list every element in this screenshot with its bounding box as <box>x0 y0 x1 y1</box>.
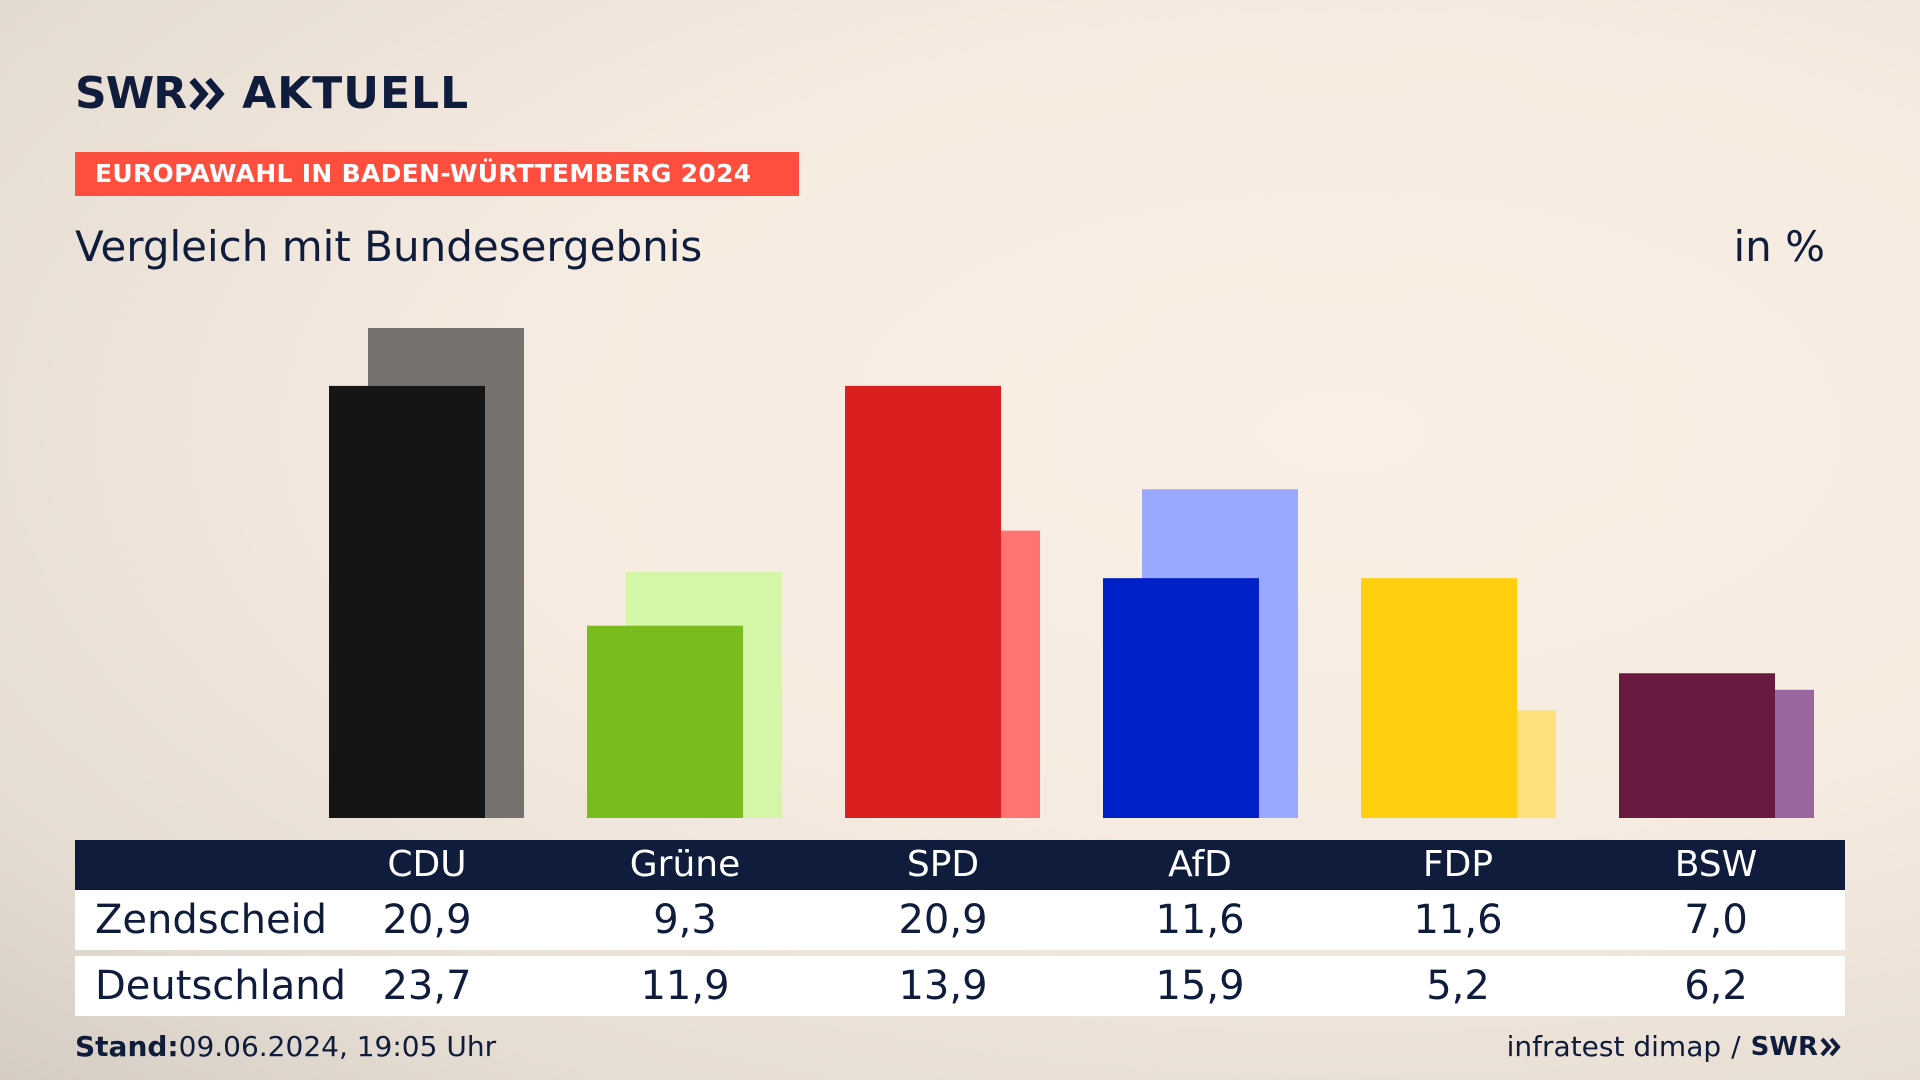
chart-subtitle: Vergleich mit Bundesergebnis <box>75 222 703 271</box>
logo-swr-text: SWR <box>75 68 187 119</box>
bar-zendscheid-cdu <box>329 385 485 818</box>
column-header: CDU <box>387 844 467 885</box>
table-cell: 9,3 <box>653 897 717 943</box>
election-tag: EUROPAWAHL IN BADEN-WÜRTTEMBERG 2024 <box>75 152 799 196</box>
bar-zendscheid-bsw <box>1619 673 1775 818</box>
table-cell: 15,9 <box>1155 963 1245 1009</box>
column-header: Grüne <box>629 844 741 885</box>
row-label-deutschland: Deutschland <box>95 963 346 1009</box>
table-cell: 7,0 <box>1684 897 1748 943</box>
results-table: CDU Grüne SPD AfD FDP BSW Zendscheid 20,9 9,3 2… <box>75 840 1845 1016</box>
footer-swr-logo: SWR <box>1750 1031 1818 1062</box>
double-chevron-icon <box>1820 1037 1841 1056</box>
table-row: Deutschland 23,7 11,9 13,9 15,9 5,2 6,2 <box>75 956 1845 1016</box>
bar-zendscheid-spd <box>845 385 1001 818</box>
column-header: SPD <box>906 844 980 885</box>
bar-zendscheid-grüne <box>587 625 743 818</box>
table-cell: 20,9 <box>898 897 988 943</box>
logo-aktuell-text: AKTUELL <box>242 68 470 119</box>
source-separator: / <box>1731 1030 1741 1063</box>
table-header: CDU Grüne SPD AfD FDP BSW <box>75 840 1845 890</box>
stand-value: 09.06.2024, 19:05 Uhr <box>178 1030 497 1063</box>
bar-zendscheid-fdp <box>1361 578 1517 818</box>
column-header: FDP <box>1422 844 1494 885</box>
table-cell: 20,9 <box>382 897 472 943</box>
table-row: Zendscheid 20,9 9,3 20,9 11,6 11,6 7,0 <box>75 890 1845 950</box>
table-cell: 11,6 <box>1155 897 1245 943</box>
column-header: AfD <box>1168 844 1232 885</box>
table-cell: 5,2 <box>1426 963 1490 1009</box>
unit-label: in % <box>1733 222 1825 271</box>
column-header: BSW <box>1674 844 1758 885</box>
source-credit: infratest dimap / SWR <box>1507 1030 1842 1063</box>
swr-aktuell-logo: SWR AKTUELL <box>75 68 469 119</box>
table-cell: 11,6 <box>1413 897 1503 943</box>
table-cell: 6,2 <box>1684 963 1748 1009</box>
row-label-zendscheid: Zendscheid <box>95 897 328 943</box>
table-cell: 11,9 <box>640 963 730 1009</box>
timestamp: Stand:09.06.2024, 19:05 Uhr <box>75 1030 496 1063</box>
stand-label: Stand: <box>75 1030 179 1063</box>
double-chevron-icon <box>189 77 225 110</box>
table-cell: 13,9 <box>898 963 988 1009</box>
table-cell: 23,7 <box>382 963 472 1009</box>
source-text: infratest dimap <box>1506 1030 1722 1063</box>
bar-zendscheid-afd <box>1103 578 1259 818</box>
